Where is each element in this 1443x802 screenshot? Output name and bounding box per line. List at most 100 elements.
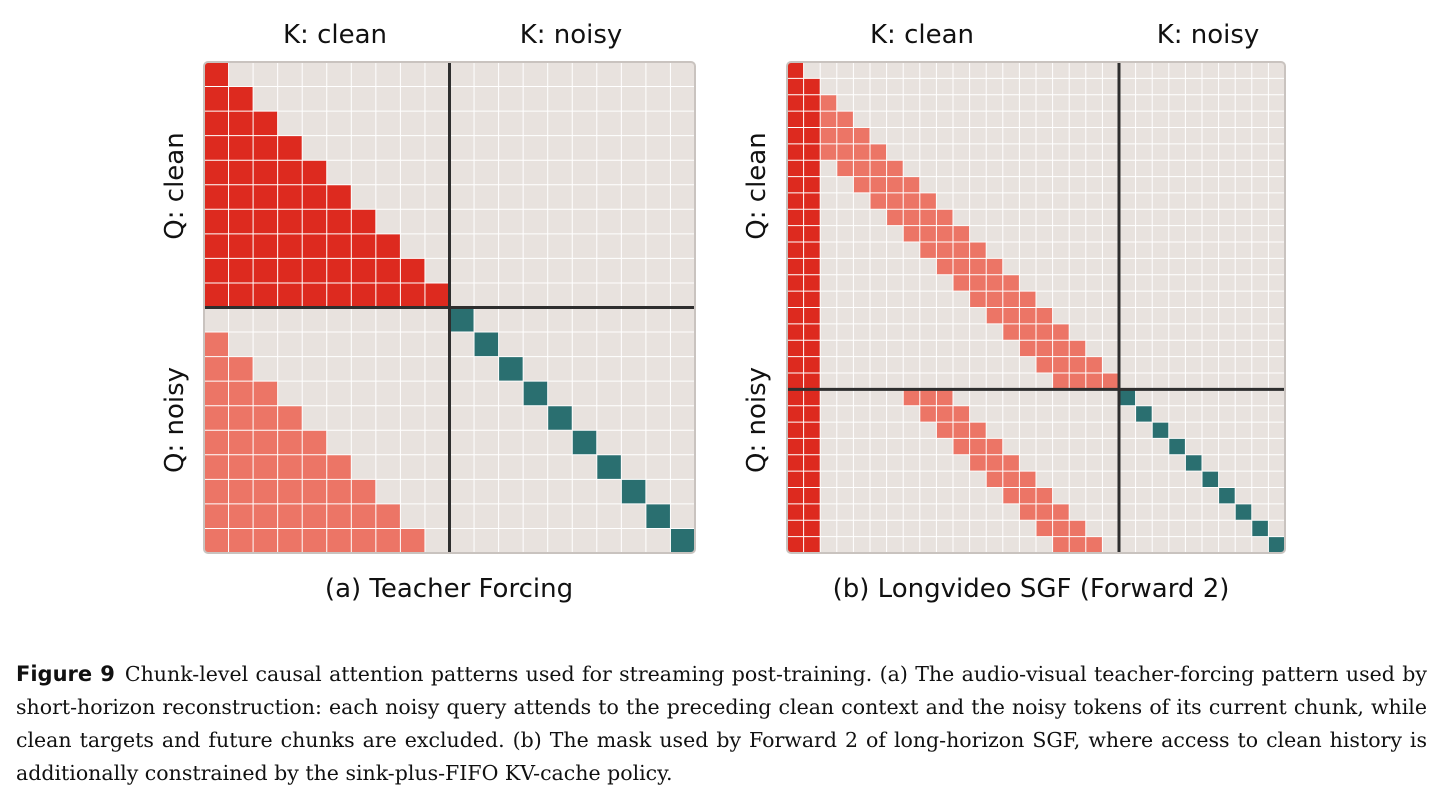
panel-a-cell-clean-context: [204, 233, 229, 259]
panel-b-cell-noisy-context: [1085, 356, 1103, 373]
panel-a-cell-noisy-context: [400, 528, 425, 553]
panel-a-cell-noisy-context: [277, 528, 303, 553]
panel-b-cell-noisy-context: [870, 176, 887, 193]
panel-b-cell-noisy-context: [1019, 323, 1036, 341]
panel-b-cell-noisy-context: [986, 438, 1003, 455]
panel-b-cell-clean-context: [787, 487, 804, 504]
panel-a-cell-noisy-context: [326, 528, 352, 553]
panel-b-cell-noisy-context: [986, 258, 1003, 275]
panel-b-cell-current-chunk: [1185, 454, 1202, 472]
panel-b-cell-noisy-context: [836, 111, 854, 128]
panel-a-cell-clean-context: [253, 184, 278, 210]
panel-a-cell-noisy-context: [228, 381, 254, 406]
panel-a-cell-noisy-context: [204, 454, 229, 480]
panel-b-cell-clean-context: [787, 62, 804, 79]
panel-a-cell-noisy-context: [228, 454, 254, 480]
panel-b-cell-noisy-context: [903, 192, 920, 210]
panel-b-cell-noisy-context: [1019, 307, 1036, 324]
panel-a-cell-clean-context: [204, 86, 229, 112]
panel-a-cell-clean-context: [424, 282, 450, 308]
panel-b-cell-noisy-context: [1069, 536, 1086, 553]
panel-b-cell-noisy-context: [986, 291, 1003, 308]
panel-b-cell-current-chunk: [1268, 536, 1285, 553]
panel-b-cell-noisy-context: [1002, 274, 1020, 292]
panel-b-cell-clean-context: [803, 176, 821, 193]
panel-a-cell-current-chunk: [547, 405, 573, 431]
panel-b-cell-noisy-context: [1052, 520, 1070, 537]
panel-b-cell-noisy-context: [936, 242, 953, 259]
panel-b-cell-clean-context: [787, 422, 804, 439]
panel-b-cell-current-chunk: [1152, 422, 1169, 439]
panel-a-cell-current-chunk: [498, 356, 524, 382]
panel-a-cell-noisy-context: [204, 528, 229, 553]
panel-a-cell-clean-context: [204, 160, 229, 185]
panel-b-row-header-clean: Q: clean: [742, 132, 772, 240]
panel-b-cell-noisy-context: [969, 274, 987, 292]
panel-a-cell-noisy-context: [228, 430, 254, 455]
panel-b-cell-noisy-context: [953, 225, 970, 243]
panel-b-cell-clean-context: [787, 356, 804, 373]
panel-b-cell-current-chunk: [1235, 503, 1252, 521]
panel-a-cell-noisy-context: [228, 503, 254, 529]
panel-b-cell-clean-context: [803, 372, 821, 390]
panel-a-cell-clean-context: [302, 184, 327, 210]
panel-a-cell-clean-context: [253, 209, 278, 234]
panel-b-cell-clean-context: [787, 160, 804, 177]
panel-a-cell-clean-context: [277, 282, 303, 308]
panel-a-cell-clean-context: [351, 258, 376, 283]
panel-a-cell-clean-context: [253, 233, 278, 259]
panel-b-mask-border: [786, 61, 1286, 554]
panel-b-cell-noisy-context: [1002, 323, 1020, 341]
panel-a-cell-noisy-context: [228, 528, 254, 553]
panel-b-cell-current-chunk: [1218, 487, 1236, 504]
panel-b-cell-clean-context: [803, 274, 821, 292]
panel-a-cell-noisy-context: [302, 479, 327, 504]
panel-b-col-header-noisy: K: noisy: [1156, 20, 1260, 50]
panel-b-cell-clean-context: [787, 78, 804, 95]
panel-a-row-header-clean: Q: clean: [160, 132, 190, 240]
panel-b-cell-current-chunk: [1119, 389, 1136, 406]
panel-a-cell-clean-context: [326, 209, 352, 234]
panel-a-cell-clean-context: [277, 258, 303, 283]
panel-b-cell-noisy-context: [919, 389, 937, 406]
panel-b-cell-noisy-context: [953, 405, 970, 423]
panel-b-cell-clean-context: [803, 143, 821, 161]
panel-b-cell-clean-context: [803, 192, 821, 210]
panel-a-cell-clean-context: [204, 184, 229, 210]
panel-a-cell-clean-context: [204, 282, 229, 308]
panel-b-cell-noisy-context: [1052, 503, 1070, 521]
panel-b-cell-noisy-context: [853, 160, 870, 177]
panel-b-cell-noisy-context: [903, 209, 920, 226]
panel-b-cell-noisy-context: [986, 471, 1003, 488]
panel-b-cell-noisy-context: [836, 160, 854, 177]
panel-b-cell-noisy-context: [953, 422, 970, 439]
panel-b-cell-noisy-context: [870, 143, 887, 161]
panel-b-cell-noisy-context: [919, 242, 937, 259]
panel-b-cell-clean-context: [787, 307, 804, 324]
panel-b-cell-noisy-context: [953, 438, 970, 455]
panel-a-cell-noisy-context: [302, 454, 327, 480]
panel-b-cell-noisy-context: [919, 192, 937, 210]
panel-a-cell-clean-context: [277, 209, 303, 234]
panel-a-cell-noisy-context: [277, 454, 303, 480]
panel-b-cell-clean-context: [787, 192, 804, 210]
panel-a-cell-noisy-context: [204, 356, 229, 382]
panel-b-cell-clean-context: [803, 242, 821, 259]
panel-a-cell-clean-context: [228, 160, 254, 185]
panel-a-cell-clean-context: [228, 209, 254, 234]
panel-b-cell-noisy-context: [953, 242, 970, 259]
panel-b-cell-noisy-context: [886, 192, 904, 210]
panel-b-cell-noisy-context: [870, 160, 887, 177]
panel-b-cell-clean-context: [803, 454, 821, 472]
panel-a-cell-noisy-context: [277, 479, 303, 504]
panel-a-cell-noisy-context: [351, 479, 376, 504]
panel-b-cell-clean-context: [787, 242, 804, 259]
panel-a-cell-clean-context: [277, 233, 303, 259]
panel-a-cell-clean-context: [253, 160, 278, 185]
panel-a-cell-noisy-context: [277, 405, 303, 431]
panel-b-cell-clean-context: [787, 536, 804, 553]
panel-a-sublabel: (a) Teacher Forcing: [324, 574, 574, 604]
figure: K: clean K: noisy Q: clean Q: noisy (a) …: [160, 20, 1286, 604]
panel-b-cell-clean-context: [787, 454, 804, 472]
panel-a-cell-noisy-context: [277, 503, 303, 529]
